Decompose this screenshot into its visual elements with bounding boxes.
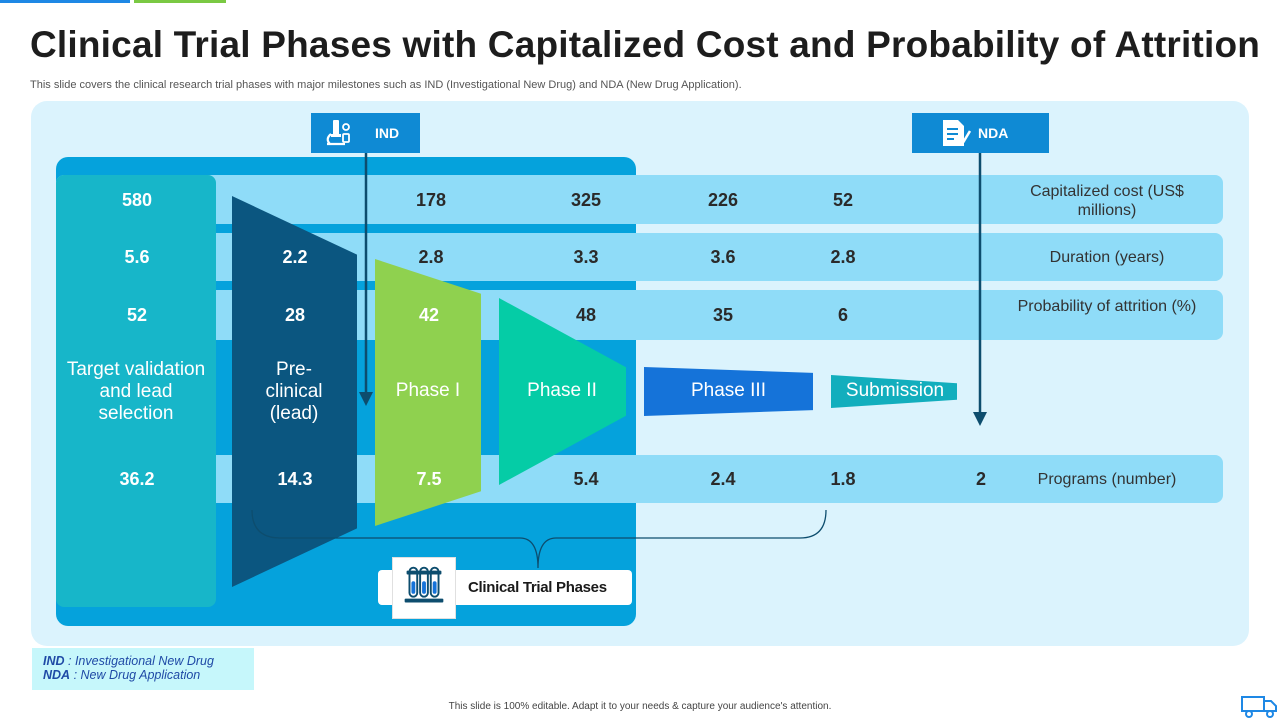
programs-approval: 2 (975, 469, 986, 489)
phase1-funnel-shape (375, 259, 481, 526)
test-tubes-icon-box (392, 557, 456, 619)
legend-nda: NDA : New Drug Application (43, 668, 254, 682)
cost-phase3: 226 (707, 190, 739, 210)
row-label-programs: Programs (number) (1037, 471, 1177, 488)
row-label-attrition: Probability of attrition (%) (1017, 298, 1197, 315)
legend-ind: IND : Investigational New Drug (43, 654, 254, 668)
phase-label-phase2: Phase II (527, 380, 597, 401)
duration-preclinical: 2.2 (282, 247, 308, 267)
row-label-duration: Duration (years) (1049, 249, 1165, 266)
programs-submission: 1.8 (830, 469, 856, 489)
attrition-phase2: 48 (575, 305, 597, 325)
accent-bar-blue (0, 0, 130, 3)
ind-tag-label: IND (375, 125, 400, 141)
attrition-target: 52 (126, 305, 148, 325)
legend-nda-text: : New Drug Application (73, 668, 201, 682)
footer-note: This slide is 100% editable. Adapt it to… (448, 701, 832, 712)
ind-milestone-tag: IND (311, 113, 420, 153)
slide-title: Clinical Trial Phases with Capitalized C… (30, 24, 1261, 65)
legend-ind-text: : Investigational New Drug (68, 654, 214, 668)
nda-tag-label: NDA (978, 125, 1009, 141)
programs-phase1: 7.5 (416, 469, 442, 489)
target-validation-column (56, 175, 216, 607)
legend-nda-abbr: NDA (43, 668, 71, 682)
cost-submission: 52 (832, 190, 854, 210)
nda-milestone-tag: NDA (912, 113, 1049, 153)
attrition-phase3: 35 (712, 305, 734, 325)
cost-phase2: 325 (570, 190, 602, 210)
programs-phase2: 5.4 (573, 469, 599, 489)
clinical-trial-phases-label: Clinical Trial Phases (468, 579, 607, 596)
programs-preclinical: 14.3 (277, 469, 313, 489)
duration-phase3: 3.6 (710, 247, 736, 267)
programs-phase3: 2.4 (710, 469, 736, 489)
programs-target: 36.2 (119, 469, 155, 489)
duration-target: 5.6 (124, 247, 150, 267)
accent-bar-green (134, 0, 226, 3)
abbreviation-legend: IND : Investigational New Drug NDA : New… (32, 648, 254, 690)
cost-phase1: 178 (415, 190, 447, 210)
phase-label-submission: Submission (845, 380, 945, 401)
cost-target: 580 (121, 190, 153, 210)
truck-icon (1241, 696, 1277, 718)
phase-label-phase3: Phase III (691, 380, 766, 401)
duration-submission: 2.8 (830, 247, 856, 267)
phase3-funnel-shape (644, 367, 813, 416)
document-check-icon (943, 120, 972, 146)
row-label-cost: Capitalized cost (US$ millions) (1030, 183, 1184, 219)
phase-label-phase1: Phase I (395, 380, 461, 401)
attrition-phase1: 42 (418, 305, 440, 325)
attrition-submission: 6 (837, 305, 848, 325)
microscope-icon (326, 120, 350, 146)
phase-label-target: Target validation and lead selection (66, 359, 206, 424)
duration-phase2: 3.3 (573, 247, 599, 267)
test-tubes-icon (404, 566, 444, 603)
attrition-preclinical: 28 (284, 305, 306, 325)
legend-ind-abbr: IND (43, 654, 65, 668)
phase-label-preclinical: Pre-clinical (lead) (265, 359, 323, 424)
duration-phase1: 2.8 (418, 247, 444, 267)
slide-subtitle: This slide covers the clinical research … (30, 79, 742, 91)
